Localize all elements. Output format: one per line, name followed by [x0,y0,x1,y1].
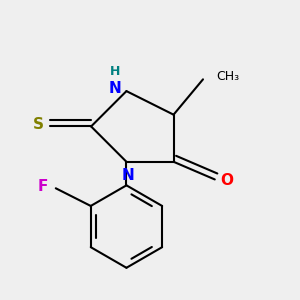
Text: CH₃: CH₃ [216,70,239,83]
Text: H: H [110,65,120,79]
Text: O: O [220,173,233,188]
Text: F: F [37,179,48,194]
Text: N: N [122,167,134,182]
Text: N: N [108,81,121,96]
Text: S: S [33,118,44,133]
